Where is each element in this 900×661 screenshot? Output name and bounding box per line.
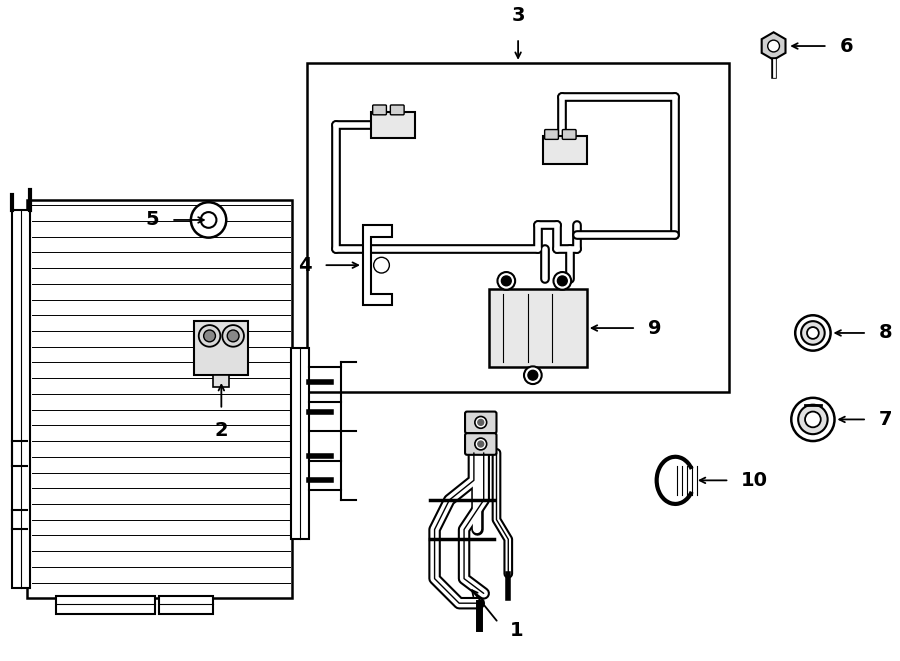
Circle shape	[524, 366, 542, 384]
Text: 7: 7	[878, 410, 892, 429]
Circle shape	[805, 412, 821, 427]
Circle shape	[554, 272, 572, 290]
Circle shape	[201, 212, 216, 228]
Bar	[194, 321, 248, 375]
Circle shape	[498, 272, 515, 290]
Text: 9: 9	[648, 319, 662, 338]
Circle shape	[796, 315, 831, 350]
Circle shape	[807, 327, 819, 339]
FancyBboxPatch shape	[391, 105, 404, 115]
Polygon shape	[761, 32, 786, 59]
Text: 4: 4	[298, 256, 311, 275]
Bar	[213, 375, 230, 387]
FancyBboxPatch shape	[562, 130, 576, 139]
Bar	[291, 348, 309, 539]
Bar	[159, 596, 213, 614]
Text: 6: 6	[840, 36, 853, 56]
FancyBboxPatch shape	[465, 433, 497, 455]
Text: 2: 2	[214, 422, 229, 440]
FancyBboxPatch shape	[373, 105, 386, 115]
Circle shape	[374, 257, 390, 273]
Circle shape	[801, 321, 824, 345]
Circle shape	[478, 420, 483, 425]
Circle shape	[475, 438, 487, 450]
Circle shape	[191, 202, 226, 238]
Circle shape	[199, 325, 220, 347]
Polygon shape	[543, 136, 587, 164]
Bar	[307, 63, 729, 392]
Polygon shape	[371, 112, 415, 138]
Text: 3: 3	[511, 7, 525, 25]
Bar	[12, 210, 30, 588]
Text: 5: 5	[146, 210, 159, 229]
Polygon shape	[27, 200, 293, 598]
Circle shape	[768, 40, 779, 52]
Circle shape	[475, 416, 487, 428]
FancyBboxPatch shape	[465, 412, 497, 433]
Circle shape	[557, 276, 567, 286]
FancyBboxPatch shape	[544, 130, 558, 139]
Circle shape	[798, 405, 828, 434]
Circle shape	[501, 276, 511, 286]
Circle shape	[227, 330, 239, 342]
Text: 1: 1	[510, 621, 524, 641]
Circle shape	[203, 330, 215, 342]
Polygon shape	[363, 225, 392, 305]
Circle shape	[791, 398, 834, 441]
Circle shape	[478, 441, 483, 447]
Text: 10: 10	[742, 471, 769, 490]
Bar	[489, 289, 587, 368]
Bar	[57, 596, 155, 614]
Circle shape	[528, 370, 538, 380]
Text: 8: 8	[878, 323, 893, 342]
Circle shape	[222, 325, 244, 347]
